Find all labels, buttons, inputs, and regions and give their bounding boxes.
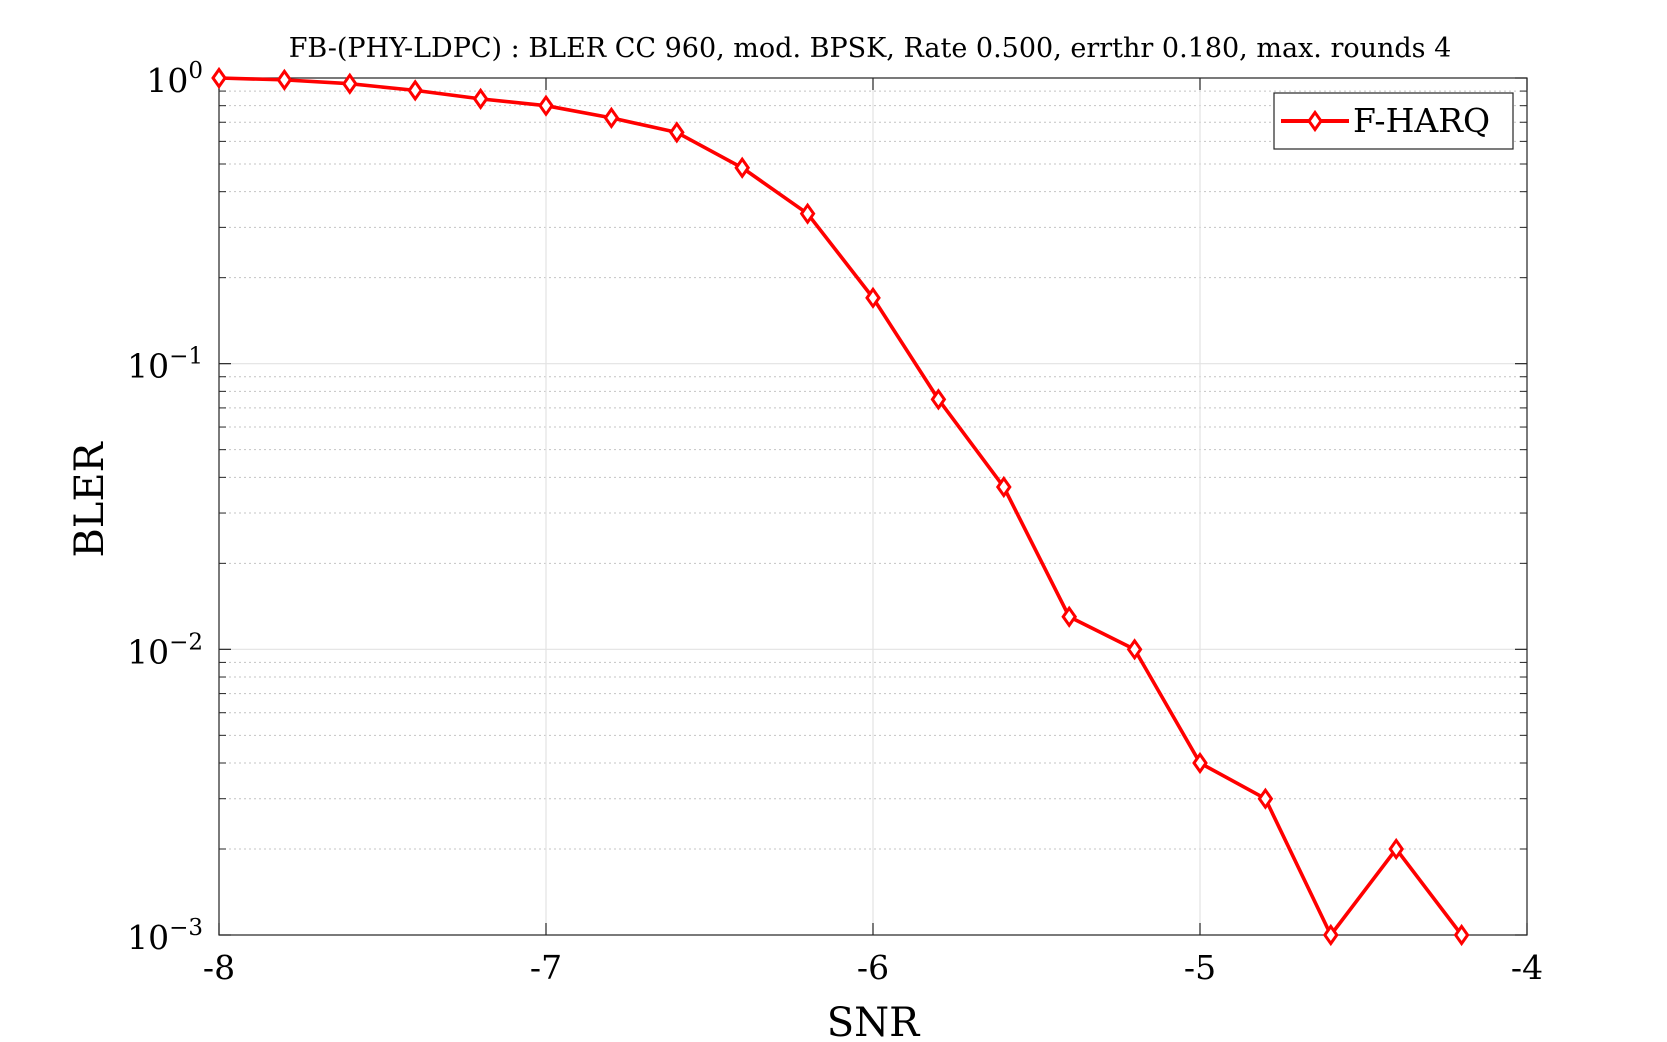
data-point-marker (407, 79, 424, 102)
data-point-marker (734, 156, 751, 179)
data-point-marker (472, 87, 489, 110)
y-tick-label: 10−1 (127, 344, 203, 386)
data-point-marker (1257, 787, 1274, 810)
x-axis-label: SNR (827, 1000, 921, 1042)
x-tick-label: -4 (1511, 948, 1543, 987)
x-tick-label: -7 (530, 948, 562, 987)
data-point-marker (799, 202, 816, 225)
data-point-marker (276, 68, 293, 91)
y-axis-label: BLER (67, 440, 113, 557)
data-point-marker (211, 66, 227, 90)
data-point-marker (995, 475, 1012, 499)
data-point-marker (930, 388, 947, 411)
data-point-marker (538, 94, 554, 117)
series-line (217, 76, 1464, 937)
x-tick-label: -5 (1184, 948, 1216, 987)
data-point-marker (1126, 638, 1143, 661)
data-point-marker (1322, 923, 1339, 947)
data-point-marker (865, 286, 881, 309)
x-tick-label: -6 (857, 948, 889, 987)
x-tick-label: -8 (203, 948, 235, 987)
series-layer (211, 66, 1470, 947)
data-point-marker (341, 72, 358, 95)
data-point-marker (1192, 751, 1208, 775)
data-point-marker (1453, 923, 1470, 947)
x-tick-labels: -8 -7 -6 -5 -4 (203, 948, 1543, 987)
legend-diamond-marker (1307, 109, 1323, 133)
y-tick-labels: 100 10−1 10−2 10−3 (127, 58, 203, 957)
data-point-marker (668, 121, 685, 144)
chart-title: FB-(PHY-LDPC) : BLER CC 960, mod. BPSK, … (289, 33, 1452, 64)
y-tick-label: 10−3 (127, 915, 203, 957)
legend: F-HARQ (1273, 92, 1514, 150)
y-tick-label: 10−2 (127, 629, 203, 671)
data-point-marker (603, 106, 620, 129)
data-point-marker (1061, 605, 1078, 628)
axes-box (218, 77, 1528, 936)
y-tick-label: 100 (146, 58, 203, 100)
legend-label: F-HARQ (1353, 101, 1490, 140)
data-point-marker (1388, 837, 1405, 861)
